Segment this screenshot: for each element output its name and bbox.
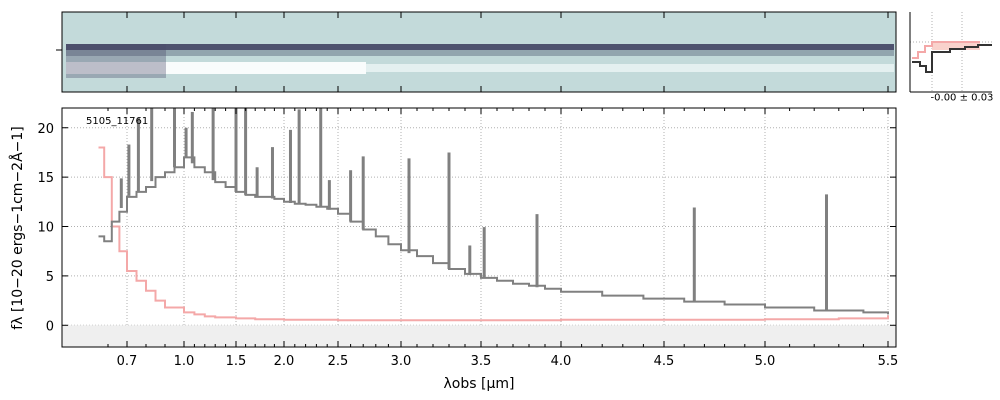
x-axis-ticks: 0.7 1.0 1.5 2.0 2.5 3.0 3.5 4.0 4.5 5.0 5.5 (107, 108, 899, 369)
y-axis-ticks: 0 5 10 15 20 (37, 122, 896, 334)
x-tick-label: 3.0 (391, 354, 412, 369)
error-series-line (98, 146, 889, 322)
profile-data-step (912, 44, 992, 73)
y-tick-label: 20 (37, 122, 54, 137)
x-tick-label: 2.5 (328, 354, 349, 369)
profile-error-step (912, 41, 980, 59)
trace-negative-faint (366, 64, 894, 72)
y-tick-label: 0 (46, 319, 54, 334)
y-tick-label: 10 (37, 221, 54, 236)
x-tick-label: 4.0 (551, 354, 572, 369)
object-id-label: 5105_11761 (86, 116, 148, 127)
twod-spectrum-panel (56, 11, 897, 93)
plot-frame (61, 107, 897, 348)
x-tick-label: 5.5 (878, 354, 899, 369)
x-tick-label: 4.5 (654, 354, 675, 369)
x-tick-label: 1.0 (174, 354, 195, 369)
x-tick-label: 0.7 (117, 354, 138, 369)
y-tick-label: 5 (46, 270, 54, 285)
spectrum-series-line (98, 156, 889, 315)
trace-negative (66, 62, 366, 74)
profile-error-band (932, 42, 980, 50)
x-tick-label: 2.0 (274, 354, 295, 369)
x-tick-label: 3.5 (471, 354, 492, 369)
twod-spectrum-trace (66, 44, 894, 78)
profile-value-label: -0.00 ± 0.03 (931, 92, 994, 103)
trace-wing (66, 50, 894, 56)
zero-band (62, 325, 896, 347)
twod-spectrum-ticks (56, 12, 889, 92)
y-axis-title: fλ [10−20 ergs−1cm−2Å−1] (9, 126, 26, 330)
main-spectrum-panel: 0.7 1.0 1.5 2.0 2.5 3.0 3.5 4.0 4.5 5.0 5.5 0 5 10 15… (9, 107, 899, 392)
x-axis-title: λobs [μm] (444, 376, 515, 392)
x-tick-label: 1.5 (226, 354, 247, 369)
trace-blue-noise (66, 44, 166, 78)
x-tick-label: 5.0 (755, 354, 776, 369)
y-tick-label: 15 (37, 171, 54, 186)
twod-spectrum-frame (61, 11, 897, 93)
emission-lines (119, 108, 828, 311)
trace-core (66, 44, 894, 50)
profile-panel: -0.00 ± 0.03 (909, 12, 994, 103)
